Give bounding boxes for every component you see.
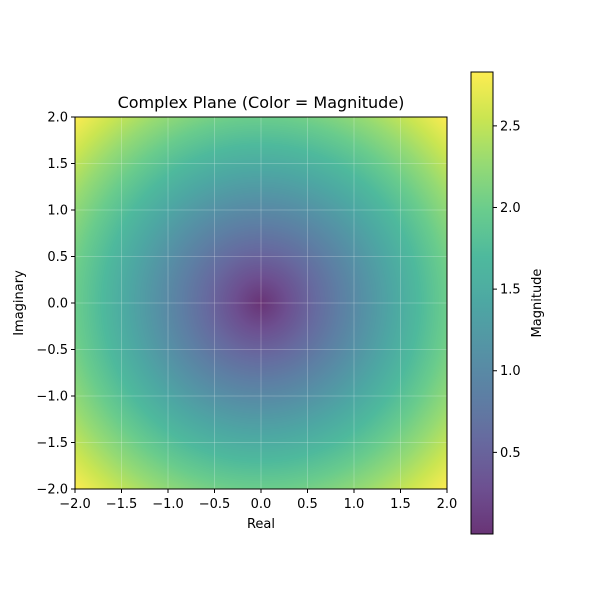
y-tick-label: −1.0 <box>36 390 68 405</box>
x-tick-label: −1.5 <box>106 497 138 512</box>
y-tick-label: −1.5 <box>36 436 68 451</box>
x-tick-label: 2.0 <box>437 497 458 512</box>
y-tick-label: 1.0 <box>47 204 68 219</box>
y-tick-label: 0.0 <box>47 297 68 312</box>
y-tick-label: −0.5 <box>36 343 68 358</box>
chart-title: Complex Plane (Color = Magnitude) <box>118 93 405 112</box>
x-axis-label: Real <box>247 517 275 532</box>
colorbar-tick-label: 1.0 <box>500 364 521 379</box>
y-tick-label: −2.0 <box>36 483 68 498</box>
colorbar-frame <box>470 71 494 535</box>
colorbar: 0.5 1.0 1.5 2.0 2.5 Magnitude <box>470 71 545 535</box>
x-axis: −2.0 −1.5 −1.0 −0.5 0.0 0.5 1.0 1.5 2.0 <box>59 489 457 512</box>
y-axis-label: Imaginary <box>12 270 27 336</box>
x-tick-label: 0.5 <box>297 497 318 512</box>
colorbar-tick-label: 2.0 <box>500 201 521 216</box>
x-tick-label: 1.0 <box>344 497 365 512</box>
x-tick-label: −0.5 <box>199 497 231 512</box>
heatmap <box>75 117 447 489</box>
colorbar-label: Magnitude <box>530 269 545 338</box>
x-tick-label: 0.0 <box>251 497 272 512</box>
x-tick-label: 1.5 <box>390 497 411 512</box>
colorbar-tick-label: 1.5 <box>500 283 521 298</box>
x-tick-label: −1.0 <box>152 497 184 512</box>
x-tick-label: −2.0 <box>59 497 91 512</box>
y-tick-label: 1.5 <box>47 157 68 172</box>
y-axis: −2.0 −1.5 −1.0 −0.5 0.0 0.5 1.0 1.5 2.0 <box>36 111 75 498</box>
grid-lines <box>75 117 447 489</box>
y-tick-label: 0.5 <box>47 250 68 265</box>
colorbar-tick-label: 2.5 <box>500 119 521 134</box>
plot-area <box>74 116 448 490</box>
colorbar-tick-label: 0.5 <box>500 446 521 461</box>
y-tick-label: 2.0 <box>47 111 68 126</box>
colorbar-ticks: 0.5 1.0 1.5 2.0 2.5 <box>493 119 521 461</box>
colorbar-gradient <box>471 72 493 534</box>
